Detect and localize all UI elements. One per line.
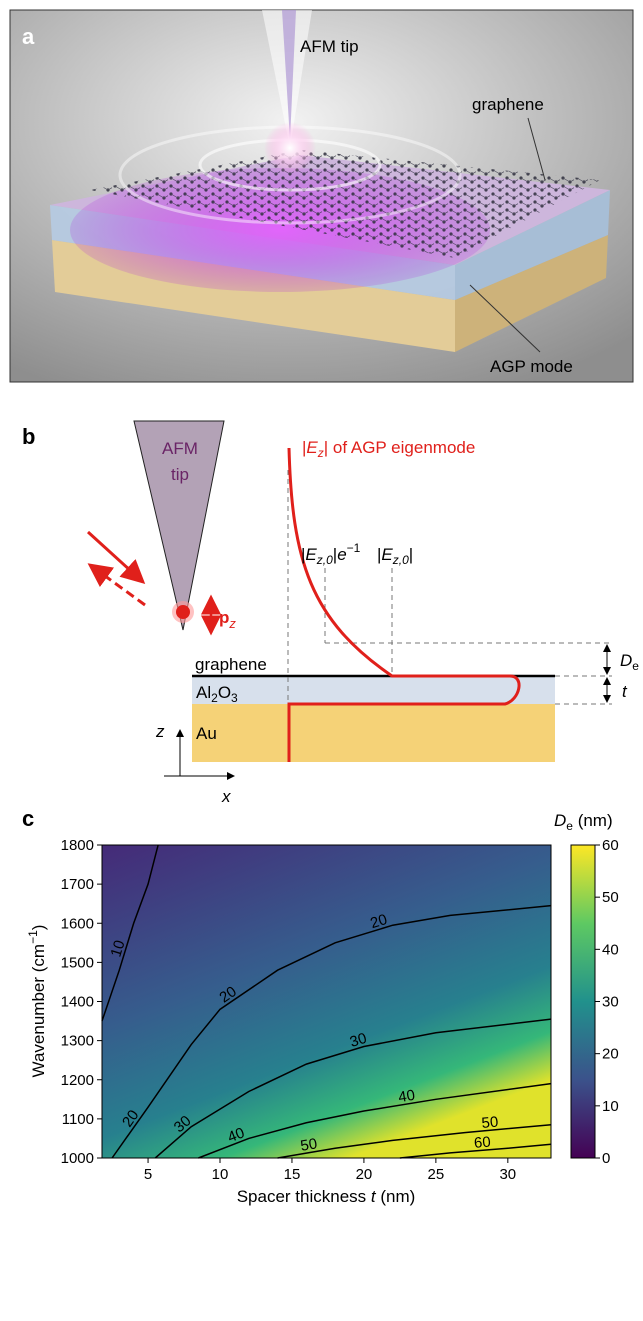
colorbar-tick-label: 0	[602, 1150, 610, 1167]
x-label: x	[221, 787, 231, 806]
text-part: (nm)	[573, 811, 613, 830]
colorbar-tick-label: 30	[602, 994, 619, 1011]
text-part: | of AGP eigenmode	[324, 438, 476, 457]
text-part: z,0	[392, 553, 409, 567]
graphene-label: graphene	[472, 95, 544, 114]
x-tick-label: 5	[144, 1166, 152, 1183]
text-part: −1	[26, 930, 40, 944]
dipole-label: pz	[219, 608, 236, 631]
text-part: 3	[231, 691, 238, 705]
x-tick-label: 25	[428, 1166, 445, 1183]
colorbar-tick-label: 60	[602, 837, 619, 854]
dipole	[176, 605, 190, 619]
incident-arrow	[88, 532, 143, 582]
peak-label: |Ez,0|	[377, 545, 413, 567]
text-part: z	[317, 446, 324, 460]
y-tick-label: 1200	[61, 1072, 94, 1089]
text-part: e	[337, 545, 346, 564]
panel-label: a	[22, 24, 35, 49]
y-tick-label: 1400	[61, 994, 94, 1011]
y-tick-label: 1800	[61, 837, 94, 854]
text-part: D	[620, 651, 632, 670]
y-tick-label: 1700	[61, 876, 94, 893]
text-part: −1	[347, 541, 361, 555]
mode-label: |Ez| of AGP eigenmode	[302, 438, 475, 460]
colorbar-tick-label: 10	[602, 1098, 619, 1115]
y-axis-label: Wavenumber (cm−1)	[26, 925, 48, 1078]
y-tick-label: 1100	[62, 1111, 94, 1128]
text-part: Wavenumber (cm	[29, 944, 48, 1078]
text-part: E	[381, 545, 393, 564]
colorbar-tick-label: 40	[602, 941, 619, 958]
x-tick-label: 30	[499, 1166, 516, 1183]
text-part: z	[228, 616, 236, 631]
text-part: p	[219, 608, 229, 627]
text-part: (nm)	[376, 1187, 416, 1206]
tip-label: AFM tip	[300, 37, 359, 56]
decay-label: |Ez,0|e−1	[301, 541, 361, 567]
x-tick-label: 10	[212, 1166, 229, 1183]
y-tick-label: 1600	[61, 915, 94, 932]
text-part: Al	[196, 683, 211, 702]
x-tick-label: 15	[284, 1166, 301, 1183]
text-part: O	[218, 683, 231, 702]
contour-label: 50	[299, 1135, 318, 1155]
graphene-label: graphene	[195, 655, 267, 674]
panel-label: c	[22, 806, 34, 831]
metal-label: Au	[196, 724, 217, 743]
x-axis-label: Spacer thickness t (nm)	[237, 1187, 416, 1206]
text-part: |	[409, 545, 413, 564]
contour-label: 60	[473, 1134, 491, 1152]
y-tick-label: 1500	[61, 954, 94, 971]
text-part: E	[306, 438, 318, 457]
tip-label: AFM	[162, 439, 198, 458]
thickness-label: t	[622, 682, 628, 701]
heatmap	[102, 845, 551, 1158]
z-label: z	[155, 722, 165, 741]
page: a AFM tip graphene AGP mode b AFM tip pz…	[0, 0, 643, 1321]
text-part: )	[29, 925, 48, 931]
tip-hotspot	[264, 122, 316, 174]
text-part: Spacer thickness	[237, 1187, 371, 1206]
scattered-arrow	[90, 565, 145, 605]
colorbar-label: De (nm)	[554, 811, 613, 833]
colorbar	[571, 845, 595, 1158]
x-tick-label: 20	[356, 1166, 373, 1183]
contour-label: 40	[397, 1087, 416, 1106]
panel-b: b AFM tip pz |Ez| of AGP eigenmode |Ez,0…	[22, 421, 639, 806]
colorbar-tick-label: 20	[602, 1046, 619, 1063]
text-part: z,0	[316, 553, 333, 567]
gold-layer	[192, 704, 555, 762]
colorbar-tick-label: 50	[602, 889, 619, 906]
text-part: e	[632, 659, 639, 673]
spacer-layer	[192, 677, 555, 704]
figure: a AFM tip graphene AGP mode b AFM tip pz…	[0, 0, 643, 1321]
panel-label: b	[22, 424, 35, 449]
y-tick-label: 1300	[61, 1033, 94, 1050]
contour-label: 50	[481, 1114, 499, 1132]
y-tick-label: 1000	[61, 1150, 94, 1167]
tip-label: tip	[171, 465, 189, 484]
depth-label: De	[620, 651, 639, 673]
text-part: D	[554, 811, 566, 830]
text-part: E	[305, 545, 317, 564]
panel-a: a AFM tip graphene AGP mode	[10, 10, 633, 382]
mode-label: AGP mode	[490, 357, 573, 376]
panel-c: c De (nm) Spacer thickness t (nm) Wavenu…	[22, 806, 619, 1206]
